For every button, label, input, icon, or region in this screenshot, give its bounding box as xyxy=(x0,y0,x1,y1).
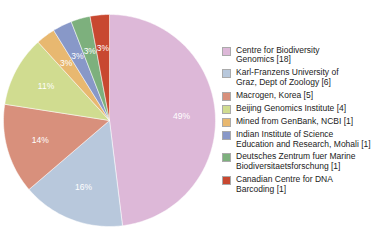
svg-text:3%: 3% xyxy=(59,57,73,68)
html-text:Beijing Genomics Institute [4]: Beijing Genomics Institute [4] xyxy=(236,102,347,113)
svg-text:14%: 14% xyxy=(32,135,49,145)
html-text:Mined from GenBank, NCBI [1]: Mined from GenBank, NCBI [1] xyxy=(236,115,354,126)
html-text:Karl-Franzens University of Gr: Karl-Franzens University of Graz, Dept o… xyxy=(236,67,339,87)
svg-text:3%: 3% xyxy=(97,43,110,53)
svg-text:3%: 3% xyxy=(71,51,84,61)
html-text:Indian Institute of Science Ed: Indian Institute of Science Education an… xyxy=(236,128,371,149)
html-text:Canadian Centre for DNA Barcod: Canadian Centre for DNA Barcoding [1] xyxy=(236,173,333,194)
svg-text:3%: 3% xyxy=(84,46,97,56)
svg-text:11%: 11% xyxy=(38,81,55,91)
html-text:Macrogen, Korea [5]: Macrogen, Korea [5] xyxy=(236,89,313,100)
svg-text:49%: 49% xyxy=(173,111,190,121)
html-text:Deutsches Zentrum fuer Marine: Deutsches Zentrum fuer Marine Biodiversi… xyxy=(236,151,356,171)
svg-text:16%: 16% xyxy=(75,182,92,192)
html-text:Centre for Biodiversity Genomi: Centre for Biodiversity Genomics [18] xyxy=(236,44,320,65)
